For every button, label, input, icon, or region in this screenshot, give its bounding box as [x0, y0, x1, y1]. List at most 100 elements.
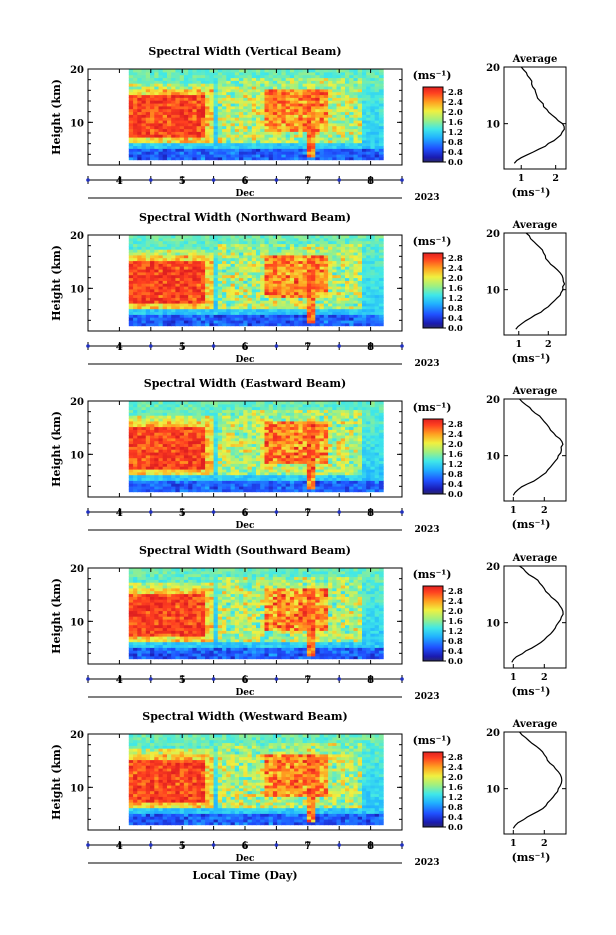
heatmap-cell — [159, 134, 164, 137]
heatmap-cell — [231, 83, 236, 86]
heatmap-cell — [226, 275, 231, 278]
heatmap-cell — [370, 75, 375, 78]
heatmap-cell — [226, 83, 231, 86]
heatmap-cell — [222, 241, 227, 244]
heatmap-cell — [222, 266, 227, 269]
heatmap-cell — [137, 275, 142, 278]
heatmap-cell — [307, 241, 312, 244]
heatmap-cell — [324, 151, 329, 154]
heatmap-cell — [307, 309, 312, 312]
heatmap-cell — [188, 258, 193, 261]
heatmap-cell — [260, 292, 265, 295]
heatmap-cell — [180, 424, 185, 427]
heatmap-cell — [192, 117, 197, 120]
heatmap-cell — [349, 309, 354, 312]
heatmap-cell — [324, 292, 329, 295]
heatmap-cell — [294, 300, 299, 303]
heatmap-cell — [281, 292, 286, 295]
heatmap-cell — [324, 283, 329, 286]
heatmap-cell — [175, 292, 180, 295]
heatmap-cell — [311, 83, 316, 86]
heatmap-cell — [201, 432, 206, 435]
heatmap-cell — [252, 292, 257, 295]
heatmap-cell — [192, 283, 197, 286]
heatmap-cell — [226, 258, 231, 261]
profile-x-tick-label: 2 — [545, 339, 552, 350]
heatmap-cell — [366, 300, 371, 303]
heatmap-cell — [243, 151, 248, 154]
heatmap-cell — [252, 143, 257, 146]
heatmap-cell — [362, 109, 367, 112]
heatmap-cell — [180, 309, 185, 312]
heatmap-cell — [137, 109, 142, 112]
heatmap-cell — [286, 249, 291, 252]
heatmap-cell — [294, 151, 299, 154]
y-axis-label: Height (km) — [50, 245, 63, 321]
heatmap-cell — [137, 283, 142, 286]
heatmap-cell — [290, 235, 295, 238]
heatmap-cell — [218, 134, 223, 137]
heatmap-cell — [137, 69, 142, 72]
heatmap-cell — [286, 309, 291, 312]
heatmap-cell — [201, 309, 206, 312]
heatmap-cell — [133, 143, 138, 146]
heatmap-cell — [370, 258, 375, 261]
heatmap-cell — [252, 126, 257, 129]
heatmap-cell — [332, 266, 337, 269]
x-tick-label: 7 — [304, 342, 311, 353]
heatmap-cell — [269, 100, 274, 103]
heatmap-cell — [171, 100, 176, 103]
heatmap-cell — [171, 126, 176, 129]
heatmap-cell — [209, 432, 214, 435]
heatmap-cell — [358, 241, 363, 244]
heatmap-cell — [354, 126, 359, 129]
heatmap-cell — [214, 283, 219, 286]
heatmap-cell — [154, 258, 159, 261]
heatmap-cell — [320, 241, 325, 244]
heatmap-cell — [142, 235, 147, 238]
heatmap-cell — [163, 407, 168, 410]
heatmap-cell — [205, 458, 210, 461]
heatmap-cell — [175, 309, 180, 312]
heatmap-cell — [358, 143, 363, 146]
heatmap-cell — [379, 258, 384, 261]
heatmap-cell — [358, 300, 363, 303]
heatmap-cell — [239, 475, 244, 478]
heatmap-cell — [307, 92, 312, 95]
midday-marker — [337, 178, 341, 182]
heatmap-cell — [214, 401, 219, 404]
heatmap-cell — [188, 441, 193, 444]
heatmap-cell — [345, 275, 350, 278]
heatmap-cell — [222, 83, 227, 86]
heatmap-cell — [239, 69, 244, 72]
heatmap-cell — [214, 241, 219, 244]
heatmap-cell — [201, 75, 206, 78]
heatmap-cell — [171, 458, 176, 461]
heatmap-cell — [332, 300, 337, 303]
heatmap-cell — [154, 458, 159, 461]
heatmap-cell — [332, 126, 337, 129]
heatmap-cell — [214, 292, 219, 295]
heatmap-cell — [290, 258, 295, 261]
heatmap-cell — [379, 317, 384, 320]
heatmap-cell — [163, 275, 168, 278]
heatmap-cell — [205, 300, 210, 303]
heatmap-cell — [294, 249, 299, 252]
heatmap-cell — [298, 258, 303, 261]
heatmap-cell — [370, 283, 375, 286]
heatmap-cell — [315, 143, 320, 146]
heatmap-cell — [180, 266, 185, 269]
heatmap-cell — [133, 483, 138, 486]
heatmap-cell — [341, 241, 346, 244]
heatmap-cell — [265, 235, 270, 238]
heatmap-cell — [197, 75, 202, 78]
heatmap-cell — [167, 475, 172, 478]
heatmap-cell — [375, 126, 380, 129]
heatmap-cell — [209, 126, 214, 129]
heatmap-cell — [184, 109, 189, 112]
heatmap-cell — [222, 441, 227, 444]
heatmap-cell — [256, 300, 261, 303]
x-tick-label: 4 — [116, 342, 123, 353]
heatmap-cell — [192, 401, 197, 404]
heatmap-cell — [214, 109, 219, 112]
